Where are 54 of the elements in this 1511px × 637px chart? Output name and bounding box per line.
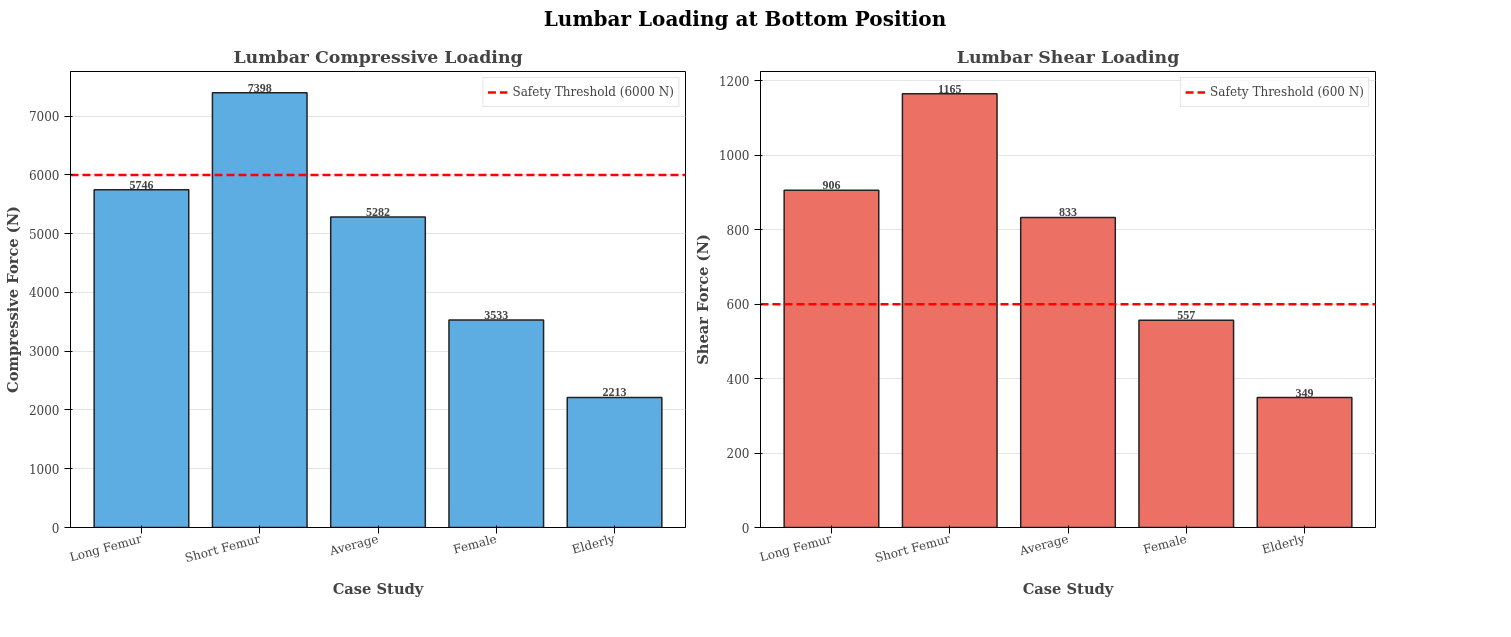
y-tick-label: 1000 bbox=[28, 462, 60, 477]
data-label: 833 bbox=[1059, 204, 1077, 219]
y-tick-label: 1000 bbox=[718, 148, 750, 163]
data-label: 2213 bbox=[602, 385, 627, 400]
data-label: 349 bbox=[1295, 385, 1314, 400]
x-axis-title: Case Study bbox=[332, 579, 424, 597]
y-axis-title: Shear Force (N) bbox=[693, 233, 711, 365]
y-axis-title: Compressive Force (N) bbox=[3, 205, 21, 393]
bar bbox=[1256, 396, 1353, 528]
y-tick-label: 6000 bbox=[28, 168, 60, 183]
legend-label: Safety Threshold (600 N) bbox=[1210, 84, 1364, 99]
text: Lumbar Loading at Bottom Position bbox=[543, 6, 947, 33]
x-tick-label: Short Femur bbox=[183, 531, 262, 565]
y-tick-label: 600 bbox=[726, 297, 750, 312]
y-tick-label: 2000 bbox=[28, 403, 60, 418]
bar bbox=[93, 188, 190, 528]
y-tick-label: 4000 bbox=[28, 286, 60, 301]
data-label: 5282 bbox=[366, 204, 390, 219]
bar bbox=[211, 91, 308, 528]
chart-title: Lumbar Shear Loading bbox=[956, 46, 1180, 67]
x-tick-label: Elderly bbox=[570, 531, 617, 557]
legend-label: Safety Threshold (6000 N) bbox=[512, 84, 674, 99]
bar bbox=[1138, 318, 1235, 528]
y-tick-label: 0 bbox=[741, 521, 750, 536]
bar bbox=[448, 318, 545, 528]
x-tick-label: Long Femur bbox=[758, 531, 834, 564]
x-tick-label: Average bbox=[327, 531, 380, 558]
y-tick-label: 3000 bbox=[28, 344, 60, 359]
y-tick-label: 400 bbox=[726, 372, 750, 387]
bar bbox=[901, 92, 998, 528]
bar bbox=[1019, 216, 1117, 528]
data-label: 557 bbox=[1177, 307, 1196, 322]
x-tick-label: Short Femur bbox=[873, 531, 952, 565]
data-label: 3533 bbox=[484, 307, 509, 322]
x-tick-label: Female bbox=[1141, 531, 1189, 557]
y-tick-label: 200 bbox=[726, 446, 750, 461]
data-label: 1165 bbox=[938, 81, 962, 96]
bar bbox=[783, 189, 880, 528]
data-label: 5746 bbox=[129, 177, 154, 192]
bar bbox=[566, 396, 663, 528]
x-tick-label: Elderly bbox=[1260, 531, 1307, 557]
x-tick-label: Long Femur bbox=[68, 531, 144, 564]
x-axis-title: Case Study bbox=[1022, 579, 1114, 597]
y-tick-label: 5000 bbox=[28, 227, 60, 242]
y-tick-label: 800 bbox=[726, 223, 750, 238]
chart-title: Lumbar Compressive Loading bbox=[233, 46, 523, 67]
y-tick-label: 7000 bbox=[28, 109, 60, 124]
bar bbox=[329, 215, 427, 528]
y-tick-label: 1200 bbox=[718, 74, 750, 89]
data-label: 7398 bbox=[247, 80, 272, 95]
x-tick-label: Female bbox=[451, 531, 499, 557]
y-tick-label: 0 bbox=[51, 521, 60, 536]
x-tick-label: Average bbox=[1017, 531, 1070, 558]
data-label: 906 bbox=[822, 177, 841, 192]
